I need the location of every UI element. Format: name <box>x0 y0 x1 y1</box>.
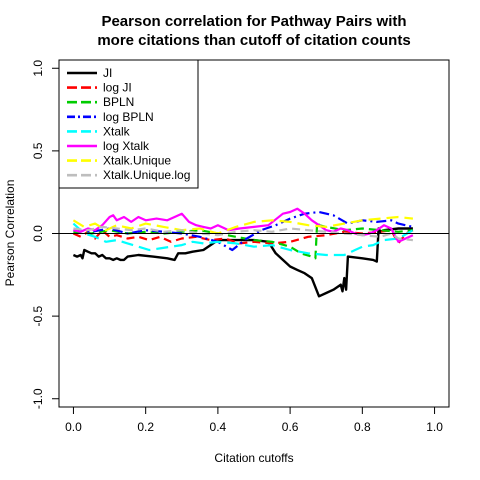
series-line-log-bpln <box>73 210 414 252</box>
chart-title-line-1: Pearson correlation for Pathway Pairs wi… <box>101 13 406 30</box>
series-line-log-xtalk <box>73 207 414 243</box>
legend-label: log JI <box>103 81 132 95</box>
x-tick-label: 0.2 <box>137 420 154 434</box>
series-lines <box>72 207 414 298</box>
x-tick-label: 0.6 <box>282 420 299 434</box>
x-tick-label: 0.8 <box>354 420 371 434</box>
legend-label: BPLN <box>103 95 134 109</box>
legend-label: Xtalk.Unique <box>103 154 171 168</box>
x-axis: 0.0 0.2 0.4 0.6 0.8 1.0 <box>65 406 443 434</box>
x-axis-label: Citation cutoffs <box>214 451 293 465</box>
y-tick-label: 0.5 <box>31 142 45 159</box>
legend-label: log BPLN <box>103 110 154 124</box>
series-line-xtalk-unique <box>72 215 414 235</box>
x-tick-label: 1.0 <box>426 420 443 434</box>
legend-box <box>58 59 199 189</box>
chart-title-line-2: more citations than cutoff of citation c… <box>97 32 410 49</box>
legend-label: JI <box>103 66 112 80</box>
series-line-xtalk-unique-log <box>73 225 414 242</box>
y-tick-label: -1.0 <box>31 388 45 409</box>
series-line-xtalk <box>72 222 414 257</box>
y-axis-label: Pearson Correlation <box>3 180 17 287</box>
legend-label: Xtalk <box>103 124 131 138</box>
legend-label: log Xtalk <box>103 139 150 153</box>
y-tick-label: 0.0 <box>31 225 45 242</box>
y-tick-label: 1.0 <box>31 60 45 77</box>
y-axis: -1.0 -0.5 0.0 0.5 1.0 <box>31 60 60 409</box>
y-tick-label: -0.5 <box>31 305 45 326</box>
x-tick-label: 0.4 <box>210 420 227 434</box>
x-tick-label: 0.0 <box>65 420 82 434</box>
legend-label: Xtalk.Unique.log <box>103 168 190 182</box>
